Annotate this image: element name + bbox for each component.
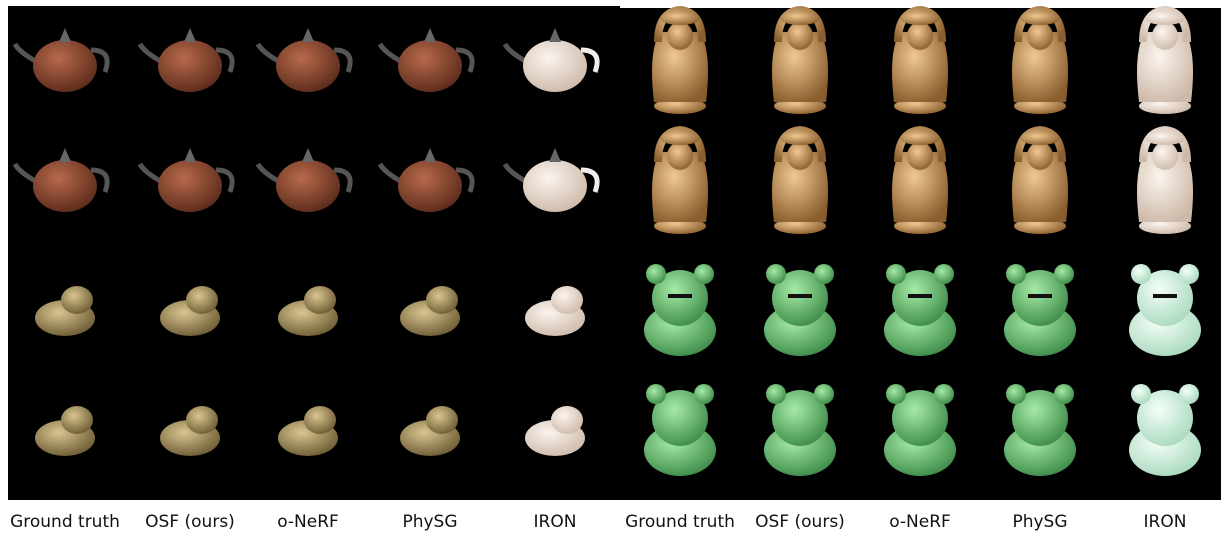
bear-ear	[1131, 264, 1151, 284]
rendering	[1137, 10, 1193, 114]
teapot-body	[398, 40, 462, 92]
column-label: o-NeRF	[277, 512, 339, 532]
statue-ingot	[660, 131, 700, 145]
statue-head	[1027, 22, 1053, 50]
bear-ear	[694, 384, 714, 404]
statue-ingot	[780, 131, 820, 145]
statue-ingot	[1145, 11, 1185, 25]
column-label: OSF (ours)	[755, 512, 845, 532]
rendering	[884, 264, 956, 356]
statue-ingot	[1145, 131, 1185, 145]
rendering	[1004, 384, 1076, 476]
rendering	[772, 10, 828, 114]
bear-ear	[766, 384, 786, 404]
bear-ear	[646, 264, 666, 284]
column-label: Ground truth	[625, 512, 735, 532]
bear-ear	[814, 264, 834, 284]
teapot-body	[523, 160, 587, 212]
teapot-body	[33, 160, 97, 212]
bear-ear	[1054, 264, 1074, 284]
statue-head	[907, 142, 933, 170]
bear-ear	[1006, 384, 1026, 404]
bear-ear	[766, 264, 786, 284]
teapot-body	[276, 40, 340, 92]
statue-head	[667, 142, 693, 170]
bear-slot	[788, 294, 812, 298]
rendering	[1012, 130, 1068, 234]
teapot-body	[158, 160, 222, 212]
object-head	[186, 406, 218, 434]
column-label: PhySG	[402, 512, 457, 532]
teapot-body	[523, 40, 587, 92]
statue-head	[1152, 22, 1178, 50]
statue-head	[787, 22, 813, 50]
bear-ear	[814, 384, 834, 404]
bear-ear	[934, 384, 954, 404]
object-head	[61, 406, 93, 434]
column-label: o-NeRF	[889, 512, 951, 532]
rendering	[1129, 384, 1201, 476]
column-label: OSF (ours)	[145, 512, 235, 532]
figure: Ground truth OSF (ours) o-NeRF PhySG IRON Gro…	[0, 0, 1221, 533]
bear-ear	[1179, 264, 1199, 284]
bear-slot	[1153, 294, 1177, 298]
object-head	[304, 286, 336, 314]
object-head	[426, 406, 458, 434]
rendering	[652, 10, 708, 114]
object-head	[61, 286, 93, 314]
object-head	[551, 406, 583, 434]
column-label: Ground truth	[10, 512, 120, 532]
statue-ingot	[780, 11, 820, 25]
rendering	[1004, 264, 1076, 356]
bear-ear	[886, 384, 906, 404]
bear-ear	[646, 384, 666, 404]
statue-ingot	[900, 11, 940, 25]
bear-ear	[934, 264, 954, 284]
rendering	[644, 384, 716, 476]
bear-slot	[1028, 294, 1052, 298]
statue-head	[667, 22, 693, 50]
rendering	[1129, 264, 1201, 356]
bear-ear	[1179, 384, 1199, 404]
column-label: IRON	[534, 512, 577, 532]
bear-ear	[1054, 384, 1074, 404]
column-label: IRON	[1144, 512, 1187, 532]
bear-ear	[1006, 264, 1026, 284]
rendering	[764, 384, 836, 476]
teapot-body	[33, 40, 97, 92]
page: Ground truth OSF (ours) o-NeRF PhySG IRON Gro…	[0, 0, 1221, 533]
rendering	[652, 130, 708, 234]
object-head	[186, 286, 218, 314]
statue-ingot	[1020, 11, 1060, 25]
rendering	[892, 130, 948, 234]
object-head	[551, 286, 583, 314]
statue-head	[787, 142, 813, 170]
rendering	[772, 130, 828, 234]
teapot-body	[398, 160, 462, 212]
rendering	[644, 264, 716, 356]
rendering	[764, 264, 836, 356]
statue-ingot	[900, 131, 940, 145]
statue-ingot	[660, 11, 700, 25]
rendering	[1012, 10, 1068, 114]
object-head	[426, 286, 458, 314]
rendering	[884, 384, 956, 476]
bear-slot	[668, 294, 692, 298]
statue-head	[1152, 142, 1178, 170]
object-head	[304, 406, 336, 434]
bear-ear	[1131, 384, 1151, 404]
teapot-body	[158, 40, 222, 92]
bear-ear	[886, 264, 906, 284]
column-labels: Ground truth OSF (ours) o-NeRF PhySG IRON Gro…	[10, 512, 1186, 532]
statue-head	[1027, 142, 1053, 170]
bear-ear	[694, 264, 714, 284]
column-label: PhySG	[1012, 512, 1067, 532]
rendering	[1137, 130, 1193, 234]
statue-head	[907, 22, 933, 50]
bear-slot	[908, 294, 932, 298]
teapot-body	[276, 160, 340, 212]
statue-ingot	[1020, 131, 1060, 145]
rendering	[892, 10, 948, 114]
